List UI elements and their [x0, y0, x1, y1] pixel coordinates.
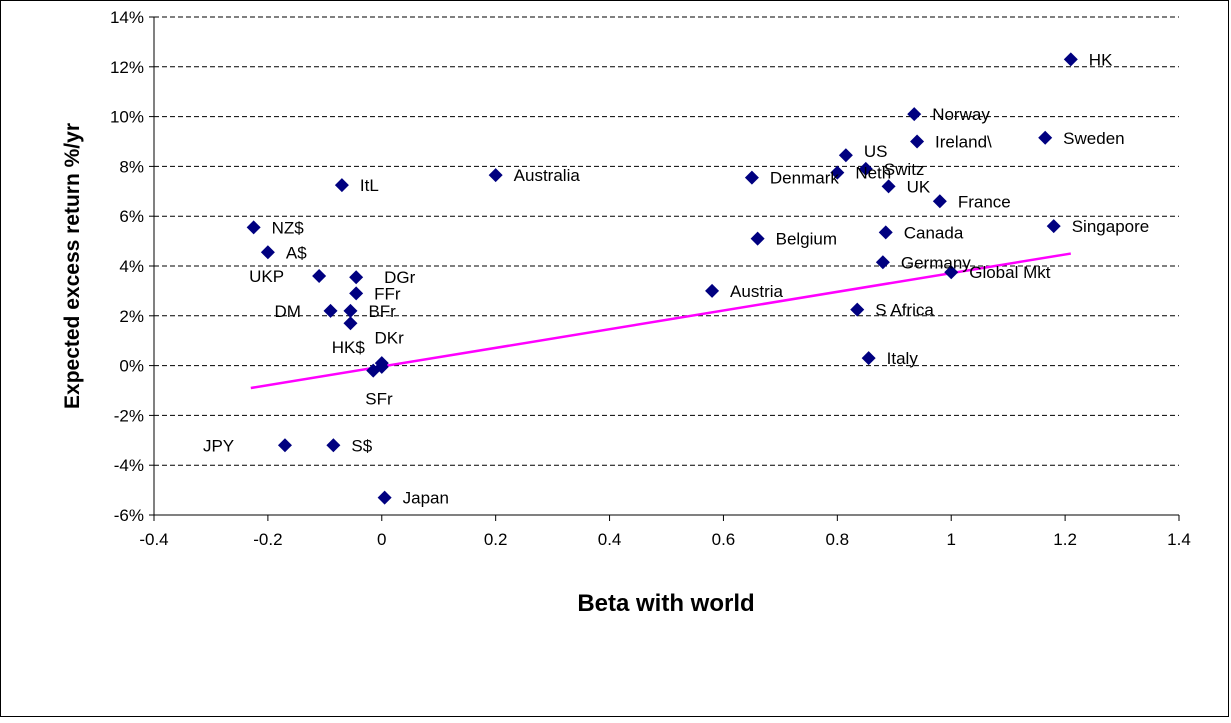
data-point: [349, 286, 364, 301]
point-label: Belgium: [776, 230, 837, 249]
point-label: DGr: [384, 268, 416, 287]
data-point: [1063, 52, 1078, 67]
x-tick-label: 0.8: [826, 530, 850, 549]
point-label: Neth: [855, 164, 891, 183]
point-label: DM: [275, 302, 301, 321]
point-label: DKr: [374, 328, 404, 347]
point-label: Global Mkt: [969, 263, 1051, 282]
x-tick-label: -0.2: [253, 530, 282, 549]
point-label: SFr: [365, 390, 393, 409]
data-point: [858, 161, 873, 176]
data-point: [488, 168, 503, 183]
data-point: [349, 270, 364, 285]
data-point: [910, 134, 925, 149]
y-tick-label: -6%: [114, 506, 144, 525]
y-tick-label: -2%: [114, 406, 144, 425]
point-label: Norway: [932, 105, 990, 124]
data-point: [881, 179, 896, 194]
data-point: [705, 283, 720, 298]
point-label: Sweden: [1063, 129, 1124, 148]
data-point: [944, 265, 959, 280]
point-label: Denmark: [770, 169, 839, 188]
point-label: S$: [351, 436, 372, 455]
data-point: [875, 255, 890, 270]
point-label: Ireland\: [935, 133, 992, 152]
x-tick-label: 0: [377, 530, 386, 549]
x-tick-label: 1.4: [1167, 530, 1191, 549]
tick-labels: -6% -4% -2% 0% 2% 4% 6% 8% 10% 12% 14% -0.4 -0.2 0 0.2…: [110, 8, 1191, 549]
data-point: [312, 268, 327, 283]
x-tick-label: -0.4: [139, 530, 168, 549]
y-tick-label: 14%: [110, 8, 144, 27]
data-point: [277, 438, 292, 453]
point-label: Austria: [730, 282, 783, 301]
point-label: Canada: [904, 223, 964, 242]
y-tick-label: 4%: [119, 257, 144, 276]
point-label: Germany: [901, 253, 971, 272]
y-tick-label: 8%: [119, 157, 144, 176]
y-tick-label: 6%: [119, 207, 144, 226]
y-tick-label: 0%: [119, 357, 144, 376]
data-point: [323, 303, 338, 318]
data-point: [878, 225, 893, 240]
point-label: BFr: [368, 302, 396, 321]
point-label: A$: [286, 243, 307, 262]
y-tick-label: 2%: [119, 307, 144, 326]
data-point: [1038, 130, 1053, 145]
point-label: Japan: [403, 489, 449, 508]
point-label: FFr: [374, 284, 401, 303]
x-tick-label: 0.2: [484, 530, 508, 549]
x-tick-label: 1: [946, 530, 955, 549]
data-points: [246, 52, 1078, 505]
point-label: Australia: [514, 166, 581, 185]
data-point: [744, 170, 759, 185]
data-point: [1046, 219, 1061, 234]
axes: [149, 16, 1180, 521]
point-label: Italy: [887, 349, 919, 368]
data-point: [932, 194, 947, 209]
data-point: [334, 178, 349, 193]
x-tick-label: 0.4: [598, 530, 622, 549]
data-point: [246, 220, 261, 235]
data-point: [850, 302, 865, 317]
data-point: [377, 490, 392, 505]
point-label: JPY: [203, 436, 234, 455]
data-point: [343, 316, 358, 331]
point-label: ItL: [360, 176, 379, 195]
point-label: France: [958, 192, 1011, 211]
data-point: [830, 165, 845, 180]
y-tick-label: 10%: [110, 108, 144, 127]
x-tick-label: 1.2: [1053, 530, 1077, 549]
data-point: [343, 303, 358, 318]
data-point: [326, 438, 341, 453]
x-tick-label: 0.6: [712, 530, 736, 549]
data-point: [838, 148, 853, 163]
y-axis-title: Expected excess return %/yr: [61, 123, 84, 409]
data-point: [260, 245, 275, 260]
point-label: UK: [907, 177, 931, 196]
x-axis-title: Beta with world: [577, 590, 754, 617]
point-label: S Africa: [875, 301, 934, 320]
point-label: HK$: [332, 338, 366, 357]
point-label: Singapore: [1072, 217, 1150, 236]
grid-lines: [154, 16, 1179, 466]
data-point: [750, 231, 765, 246]
data-point: [907, 107, 922, 122]
point-label: US: [864, 142, 888, 161]
y-tick-label: 12%: [110, 58, 144, 77]
data-point: [861, 351, 876, 366]
point-label: UKP: [249, 267, 284, 286]
point-label: HK: [1089, 50, 1113, 69]
point-label: NZ$: [272, 218, 305, 237]
y-tick-label: -4%: [114, 456, 144, 475]
data-point: [374, 359, 389, 374]
point-label: Switz: [884, 160, 925, 179]
